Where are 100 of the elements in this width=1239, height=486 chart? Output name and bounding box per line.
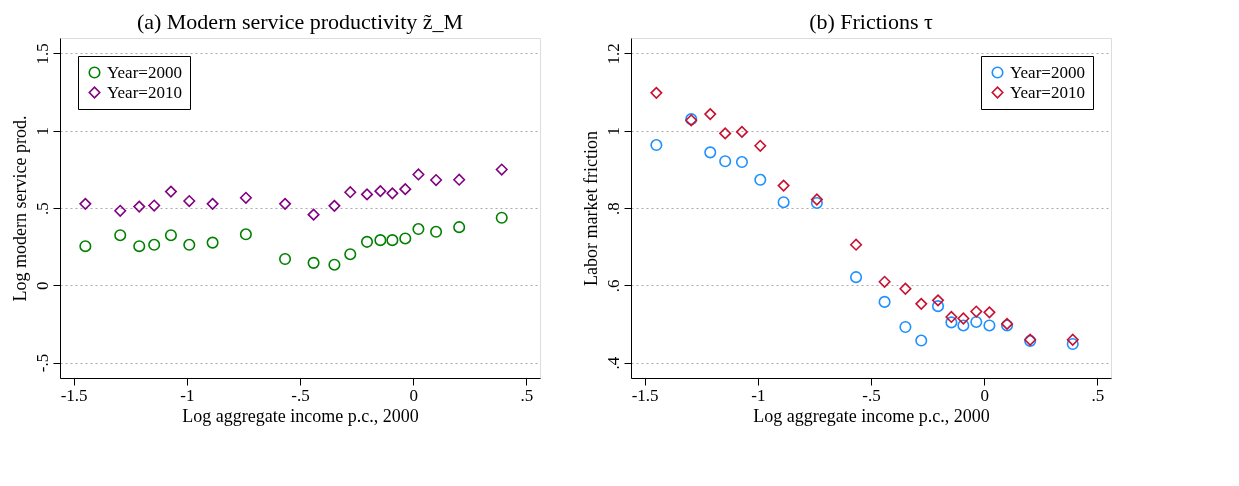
point [777, 196, 790, 209]
point [931, 294, 945, 307]
point [754, 173, 767, 186]
point [970, 315, 983, 329]
point [164, 185, 177, 198]
x-tick-label: -.5 [862, 385, 881, 405]
point [148, 199, 161, 212]
point [983, 306, 996, 319]
point [360, 235, 374, 248]
y-tick-label: 1.2 [603, 43, 623, 65]
point [957, 312, 970, 325]
legend-label: Year=2000 [1010, 62, 1085, 82]
point [983, 319, 996, 332]
point [453, 173, 466, 186]
legend-label: Year=2010 [107, 82, 182, 102]
point [945, 310, 958, 323]
y-tick-label: 0 [32, 281, 52, 291]
point [957, 319, 970, 332]
x-tick-label: -1 [751, 385, 766, 405]
y-tick-label: 1 [603, 126, 623, 136]
point [1066, 333, 1079, 346]
point [1066, 337, 1079, 351]
x-tick-label: .5 [1091, 385, 1105, 405]
y-tick-label: -.5 [32, 353, 52, 373]
x-tick-label: 0 [409, 385, 418, 405]
legend-label: Year=2010 [1010, 82, 1085, 102]
y-tick-label: .4 [603, 356, 623, 370]
point [704, 146, 717, 159]
y-tick-label: 1 [32, 126, 52, 136]
point [344, 186, 357, 199]
point [719, 155, 732, 168]
point [307, 208, 320, 221]
x-tick-label: -1 [180, 385, 195, 405]
point [735, 155, 748, 169]
point [810, 196, 823, 210]
point [915, 334, 928, 347]
x-axis-title: Log aggregate income p.c., 2000 [182, 405, 419, 426]
point [386, 187, 399, 200]
point [148, 238, 161, 251]
point [183, 238, 196, 251]
y-tick-label: 1.5 [32, 43, 52, 65]
point [206, 197, 219, 210]
x-tick-label: .5 [520, 385, 534, 405]
point [915, 297, 928, 310]
x-axis-title: Log aggregate income p.c., 2000 [753, 405, 990, 426]
x-tick-label: -.5 [291, 385, 310, 405]
point [183, 195, 196, 208]
point [328, 258, 341, 271]
point [850, 238, 863, 251]
point [114, 204, 127, 217]
point [650, 138, 663, 152]
point [453, 221, 466, 234]
point [850, 271, 863, 284]
point [206, 236, 219, 249]
point [279, 197, 292, 210]
point [430, 173, 443, 187]
chart-title: (b) Frictions τ [809, 9, 934, 34]
point [412, 168, 425, 181]
x-tick-label: -1.5 [631, 385, 659, 405]
point [164, 229, 177, 242]
x-tick-label: 0 [980, 385, 989, 405]
point [114, 229, 127, 242]
point [374, 185, 387, 198]
point [970, 305, 983, 318]
point [133, 240, 146, 253]
y-tick-label: .8 [603, 202, 623, 215]
point [495, 211, 508, 224]
point [374, 234, 387, 247]
point [735, 125, 748, 138]
y-tick-label: .5 [32, 202, 52, 215]
point [754, 139, 767, 152]
point [328, 199, 341, 212]
point [360, 188, 374, 201]
point [133, 200, 146, 213]
point [704, 108, 717, 121]
point [878, 295, 891, 308]
point [430, 225, 443, 238]
point [650, 86, 663, 99]
point [386, 234, 399, 247]
point [79, 240, 92, 253]
x-tick-label: -1.5 [60, 385, 88, 405]
point [878, 275, 891, 288]
chart-title: (a) Modern service productivity z̃_M [136, 9, 464, 34]
point [399, 232, 412, 245]
point [239, 228, 252, 241]
point [307, 256, 320, 269]
legend-label: Year=2000 [107, 62, 182, 82]
point [945, 316, 958, 329]
point [899, 282, 912, 295]
y-axis-title: Labor market friction [580, 131, 601, 286]
point [279, 252, 292, 266]
point [719, 127, 732, 140]
point [931, 300, 945, 313]
point [495, 163, 508, 176]
point [399, 183, 412, 196]
point [412, 222, 425, 236]
point [79, 197, 92, 210]
point [899, 320, 912, 334]
y-axis-title: Log modern service prod. [9, 115, 30, 302]
y-tick-label: .6 [603, 279, 623, 293]
